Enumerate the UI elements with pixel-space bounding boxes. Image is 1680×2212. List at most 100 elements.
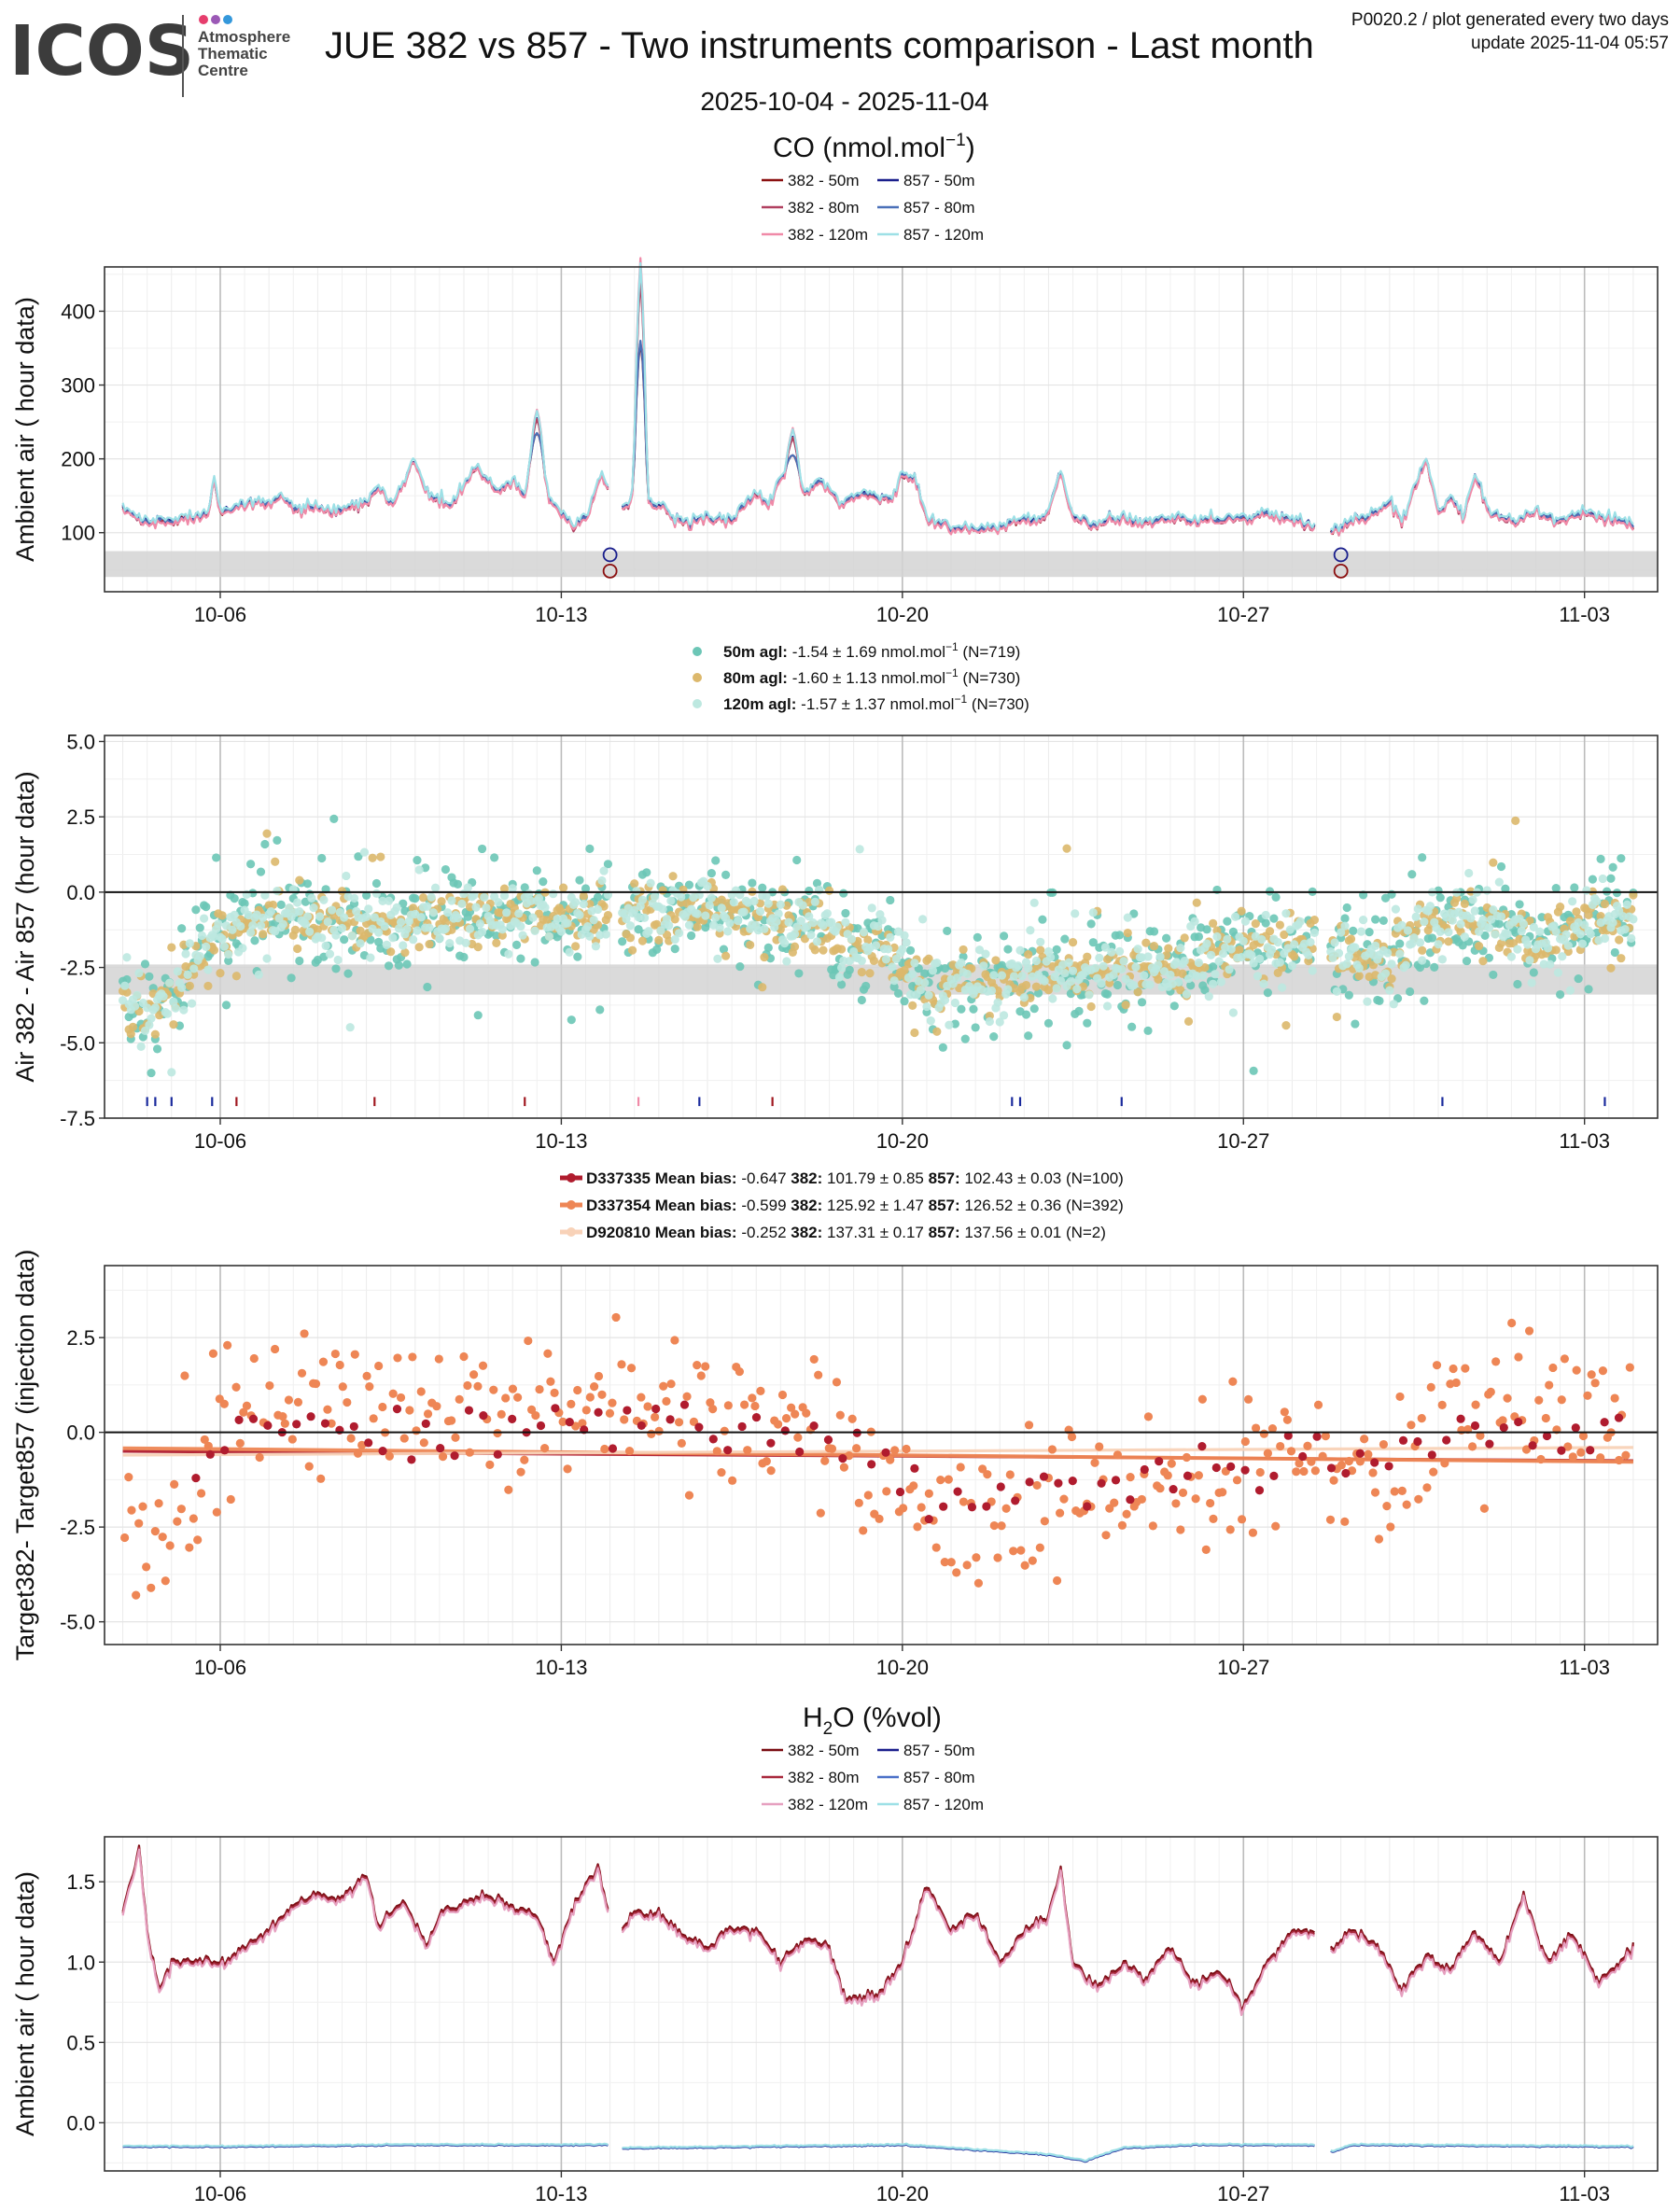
target-point-d337354 xyxy=(405,1406,414,1415)
y-tick-label: 0.0 xyxy=(66,1421,95,1445)
diff-point xyxy=(717,903,726,913)
diff-point xyxy=(457,899,467,908)
diff-point xyxy=(530,958,539,967)
diff-point xyxy=(120,981,130,990)
target-point-d337354 xyxy=(1479,1504,1490,1513)
target-point-d337354 xyxy=(1148,1521,1157,1531)
target-point-d337354 xyxy=(1113,1450,1123,1460)
target-point-d337354 xyxy=(637,1393,646,1402)
diff-point xyxy=(579,899,588,909)
diff-point xyxy=(995,1017,1004,1027)
diff-point xyxy=(1200,962,1210,973)
target-point-d337354 xyxy=(1449,1364,1458,1374)
target-point-d337335 xyxy=(1269,1471,1279,1480)
diff-point xyxy=(378,896,387,905)
target-point-d337354 xyxy=(832,1378,842,1387)
diff-point xyxy=(549,889,558,899)
target-point-d337335 xyxy=(679,1400,690,1409)
target-point-d337354 xyxy=(816,1508,825,1518)
target-point-d337354 xyxy=(1451,1378,1461,1388)
target-point-d337335 xyxy=(1226,1462,1236,1471)
target-point-d337335 xyxy=(1384,1462,1393,1471)
target-point-d337335 xyxy=(623,1406,632,1415)
diff-point xyxy=(639,913,650,922)
diff-point xyxy=(276,900,286,909)
diff-point xyxy=(597,875,607,886)
diff-point xyxy=(1121,1001,1130,1010)
diff-point xyxy=(567,1015,576,1025)
diff-point xyxy=(1411,912,1421,922)
diff-point xyxy=(969,1004,978,1014)
diff-point xyxy=(900,997,909,1006)
diff-point xyxy=(1332,987,1341,996)
diff-point xyxy=(1178,969,1187,978)
diff-point xyxy=(836,945,847,954)
diff-point xyxy=(1024,1031,1033,1041)
plot-update-time: update 2025-11-04 05:57 xyxy=(1471,34,1669,53)
target-point-d337354 xyxy=(1310,1466,1320,1476)
panel-border xyxy=(104,1265,1659,1645)
diff-point xyxy=(317,933,327,943)
diff-point xyxy=(477,927,487,937)
diff-point xyxy=(1582,886,1591,895)
diff-point xyxy=(810,945,819,955)
diff-point xyxy=(632,887,641,896)
diff-point xyxy=(1444,928,1453,937)
target-point-d337335 xyxy=(479,1411,488,1421)
target-point-d337354 xyxy=(1598,1366,1608,1376)
target-point-d337354 xyxy=(1059,1494,1069,1504)
target-point-d337354 xyxy=(1491,1357,1501,1366)
target-point-d337354 xyxy=(1514,1352,1523,1362)
target-point-d337354 xyxy=(1534,1395,1544,1405)
target-point-d337354 xyxy=(1067,1432,1077,1442)
target-point-d337354 xyxy=(835,1410,845,1420)
target-point-d337354 xyxy=(571,1421,581,1431)
diff-point xyxy=(371,878,382,889)
y-tick-label: -5.0 xyxy=(60,1611,95,1634)
target-point-d337354 xyxy=(423,1409,433,1419)
diff-point xyxy=(1395,939,1405,948)
diff-point xyxy=(1503,930,1512,939)
diff-point xyxy=(1200,986,1210,995)
diff-point xyxy=(1468,895,1477,904)
target-point-d337354 xyxy=(1209,1514,1218,1523)
page-title: JUE 382 vs 857 - Two instruments compari… xyxy=(325,25,1314,66)
diff-point xyxy=(792,922,802,931)
diff-point xyxy=(985,1016,994,1027)
target-point-d337354 xyxy=(524,1336,533,1346)
target-point-d337354 xyxy=(504,1485,513,1494)
target-point-d337354 xyxy=(1560,1354,1570,1364)
diff-point xyxy=(315,912,325,921)
diff-point xyxy=(1401,960,1410,970)
target-point-d337354 xyxy=(946,1558,956,1567)
target-point-d337335 xyxy=(867,1460,876,1469)
diff-point xyxy=(340,935,349,945)
target-point-d337354 xyxy=(581,1406,591,1415)
diff-point xyxy=(1478,915,1488,925)
target-point-d337335 xyxy=(1197,1442,1207,1451)
target-point-d337354 xyxy=(255,1452,264,1463)
diff-point xyxy=(603,911,613,920)
target-point-d337354 xyxy=(1541,1413,1550,1423)
diff-point xyxy=(861,981,871,991)
diff-point xyxy=(1183,1016,1194,1026)
target-point-d337354 xyxy=(717,1467,726,1477)
diff-point xyxy=(413,926,422,935)
y-tick-label: 0.5 xyxy=(66,2031,95,2054)
diff-point xyxy=(987,986,997,996)
diff-point xyxy=(565,947,574,957)
diff-point xyxy=(1026,926,1035,935)
target-point-d337335 xyxy=(306,1412,315,1421)
target-point-d337335 xyxy=(1542,1431,1552,1441)
target-point-d337354 xyxy=(1218,1488,1227,1497)
target-point-d337354 xyxy=(863,1491,873,1500)
y-tick-label: -2.5 xyxy=(60,1516,95,1539)
diff-point xyxy=(1021,1010,1031,1019)
diff-point xyxy=(658,886,667,895)
diff-point xyxy=(1491,930,1500,939)
diff-point xyxy=(834,973,845,982)
diff-point xyxy=(886,932,895,942)
y-axis-label: Ambient air ( hour data) xyxy=(11,297,39,562)
target-point-d337354 xyxy=(1101,1531,1111,1540)
